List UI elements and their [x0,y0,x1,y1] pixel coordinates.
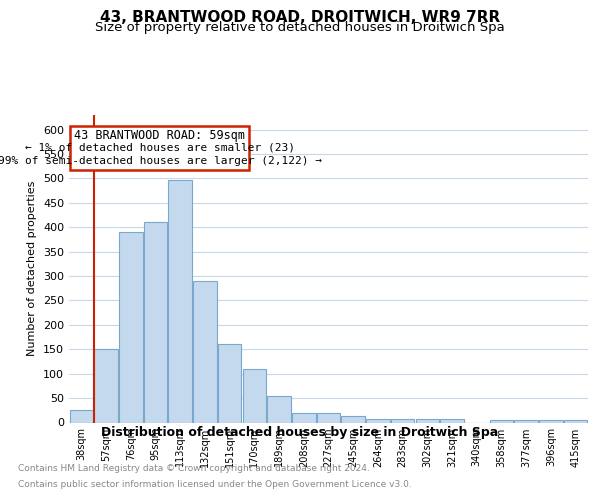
Bar [218,344,241,422]
FancyBboxPatch shape [70,126,250,170]
Text: Distribution of detached houses by size in Droitwich Spa: Distribution of detached houses by size … [101,426,499,439]
Bar [242,369,266,422]
Text: 99% of semi-detached houses are larger (2,122) →: 99% of semi-detached houses are larger (… [0,156,322,166]
Bar [366,418,389,422]
Bar [317,412,340,422]
Text: 43 BRANTWOOD ROAD: 59sqm: 43 BRANTWOOD ROAD: 59sqm [74,129,245,142]
Bar [292,412,316,422]
Bar [169,180,192,422]
Bar [564,420,587,422]
Text: 43, BRANTWOOD ROAD, DROITWICH, WR9 7RR: 43, BRANTWOOD ROAD, DROITWICH, WR9 7RR [100,10,500,25]
Bar [490,420,513,422]
Bar [94,350,118,422]
Bar [440,418,464,422]
Bar [539,420,563,422]
Bar [416,418,439,422]
Bar [119,232,143,422]
Bar [193,281,217,422]
Text: Contains HM Land Registry data © Crown copyright and database right 2024.: Contains HM Land Registry data © Crown c… [18,464,370,473]
Y-axis label: Number of detached properties: Number of detached properties [28,181,37,356]
Text: ← 1% of detached houses are smaller (23): ← 1% of detached houses are smaller (23) [25,142,295,152]
Bar [144,222,167,422]
Text: Contains public sector information licensed under the Open Government Licence v3: Contains public sector information licen… [18,480,412,489]
Bar [268,396,291,422]
Bar [514,420,538,422]
Bar [391,418,415,422]
Bar [70,410,93,422]
Bar [341,416,365,422]
Text: Size of property relative to detached houses in Droitwich Spa: Size of property relative to detached ho… [95,22,505,35]
